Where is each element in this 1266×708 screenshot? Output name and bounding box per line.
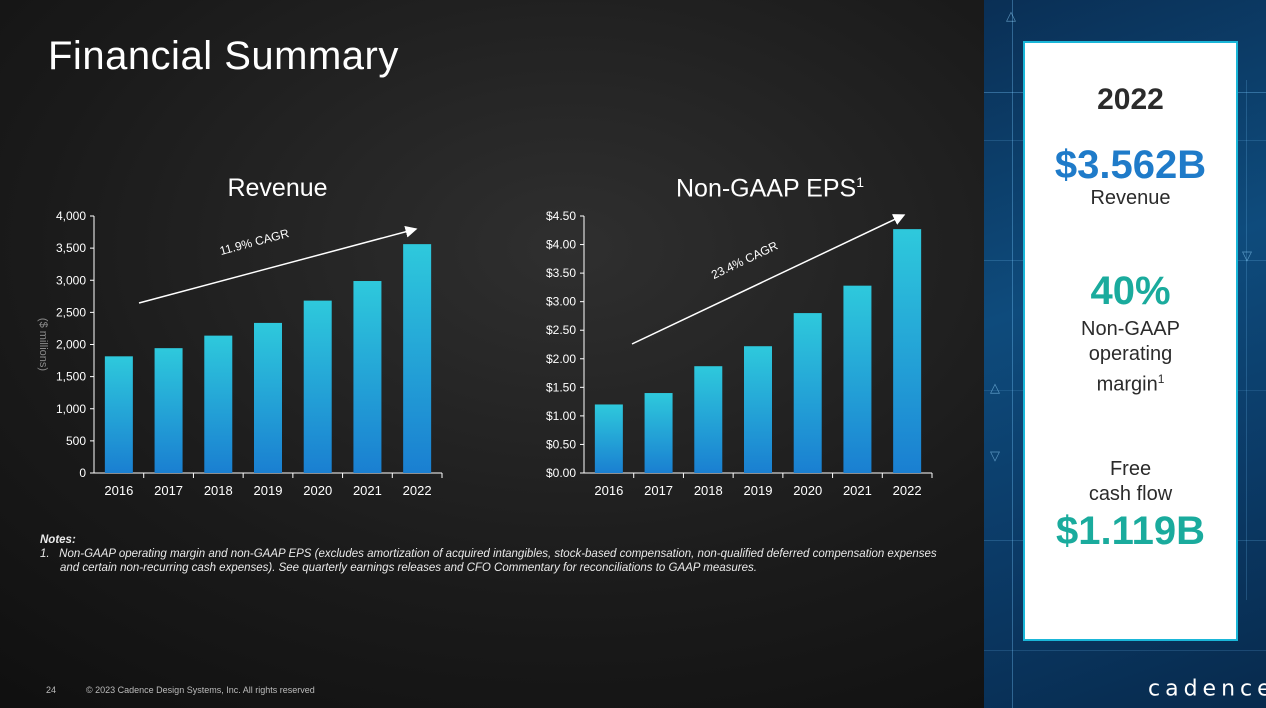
- revenue-label: Revenue: [1090, 187, 1171, 209]
- revenue-bar-chart: 0 500 1,000 1,500 2,000 2,500 3,000 3,500 4,000 (…: [37, 209, 443, 498]
- cagr-arrow: [138, 225, 418, 304]
- summary-year: 2022: [1097, 83, 1164, 116]
- y-tick-label: $0.00: [546, 466, 576, 480]
- y-tick-label: 1,000: [56, 402, 86, 416]
- y-tick-label: $4.50: [546, 209, 576, 223]
- x-tick-label: 2020: [303, 483, 332, 498]
- y-tick-label: $1.00: [546, 409, 576, 423]
- y-tick-label: $4.00: [546, 238, 576, 252]
- y-tick-label: 2,500: [56, 305, 86, 319]
- y-tick-label: 4,000: [56, 209, 86, 223]
- x-tick-label: 2019: [744, 483, 773, 498]
- page-title: Financial Summary: [48, 34, 399, 78]
- margin-label-3: margin1: [1096, 372, 1165, 396]
- y-tick-label: 500: [66, 434, 86, 448]
- fcf-label-1: Free: [1109, 458, 1152, 480]
- fcf-value: $1.119B: [1055, 509, 1206, 553]
- y-tick-label: 2,000: [56, 338, 86, 352]
- bar-2018: [694, 366, 723, 473]
- x-tick-label: 2021: [353, 483, 382, 498]
- revenue-chart-title: Revenue: [227, 174, 328, 202]
- cagr-label: 11.9% CAGR: [218, 226, 291, 258]
- cadence-logo: cadence®: [1148, 676, 1266, 702]
- y-tick-label: $0.50: [546, 437, 576, 451]
- y-tick-label: $2.50: [546, 323, 576, 337]
- margin-label-1: Non-GAAP: [1081, 318, 1180, 340]
- margin-value: 40%: [1090, 269, 1171, 313]
- y-tick-label: 1,500: [56, 370, 86, 384]
- bar-2017: [154, 348, 183, 473]
- x-tick-label: 2018: [204, 483, 233, 498]
- y-tick-label: $3.50: [546, 266, 576, 280]
- x-tick-label: 2019: [254, 483, 283, 498]
- bar-2016: [104, 356, 133, 473]
- page-number: 24: [46, 685, 57, 695]
- y-tick-label: 0: [79, 466, 86, 480]
- x-tick-label: 2022: [893, 483, 922, 498]
- cagr-label: 23.4% CAGR: [709, 238, 780, 282]
- bar-2019: [254, 322, 282, 473]
- fcf-label-2: cash flow: [1088, 483, 1173, 505]
- bar-2016: [594, 404, 623, 473]
- x-tick-label: 2018: [694, 483, 723, 498]
- revenue-value: $3.562B: [1054, 143, 1207, 187]
- x-tick-label: 2016: [594, 483, 623, 498]
- x-tick-label: 2016: [104, 483, 133, 498]
- y-tick-label: 3,000: [56, 273, 86, 287]
- x-tick-label: 2017: [644, 483, 673, 498]
- cagr-arrow: [631, 214, 906, 345]
- notes-heading: Notes:: [40, 534, 76, 546]
- bar-2022: [403, 244, 432, 473]
- x-tick-label: 2020: [793, 483, 822, 498]
- bar-2019: [744, 346, 772, 473]
- y-axis-title: ($ millions): [37, 318, 49, 371]
- y-tick-label: $1.50: [546, 380, 576, 394]
- copyright: © 2023 Cadence Design Systems, Inc. All …: [86, 685, 315, 695]
- bar-2020: [303, 300, 332, 473]
- eps-bar-chart: $0.00 $0.50 $1.00 $1.50 $2.00 $2.50 $3.00 $3.50…: [546, 209, 933, 498]
- margin-label-2: operating: [1088, 343, 1173, 365]
- bar-2017: [644, 393, 673, 473]
- note-item: 1. Non-GAAP operating margin and non-GAA…: [40, 548, 937, 574]
- bar-2020: [793, 313, 822, 473]
- bar-2022: [893, 229, 922, 473]
- x-tick-label: 2022: [403, 483, 432, 498]
- x-tick-label: 2017: [154, 483, 183, 498]
- y-tick-label: $2.00: [546, 352, 576, 366]
- y-tick-label: $3.00: [546, 295, 576, 309]
- eps-chart-title: Non-GAAP EPS1: [676, 174, 864, 203]
- bar-2021: [843, 285, 872, 473]
- y-tick-label: 3,500: [56, 241, 86, 255]
- notes: Notes: 1. Non-GAAP operating margin and …: [40, 533, 940, 575]
- bar-2021: [353, 281, 382, 473]
- bar-2018: [204, 335, 233, 473]
- x-tick-label: 2021: [843, 483, 872, 498]
- summary-card: 2022 $3.562B Revenue 40% Non-GAAP operat…: [1023, 41, 1238, 641]
